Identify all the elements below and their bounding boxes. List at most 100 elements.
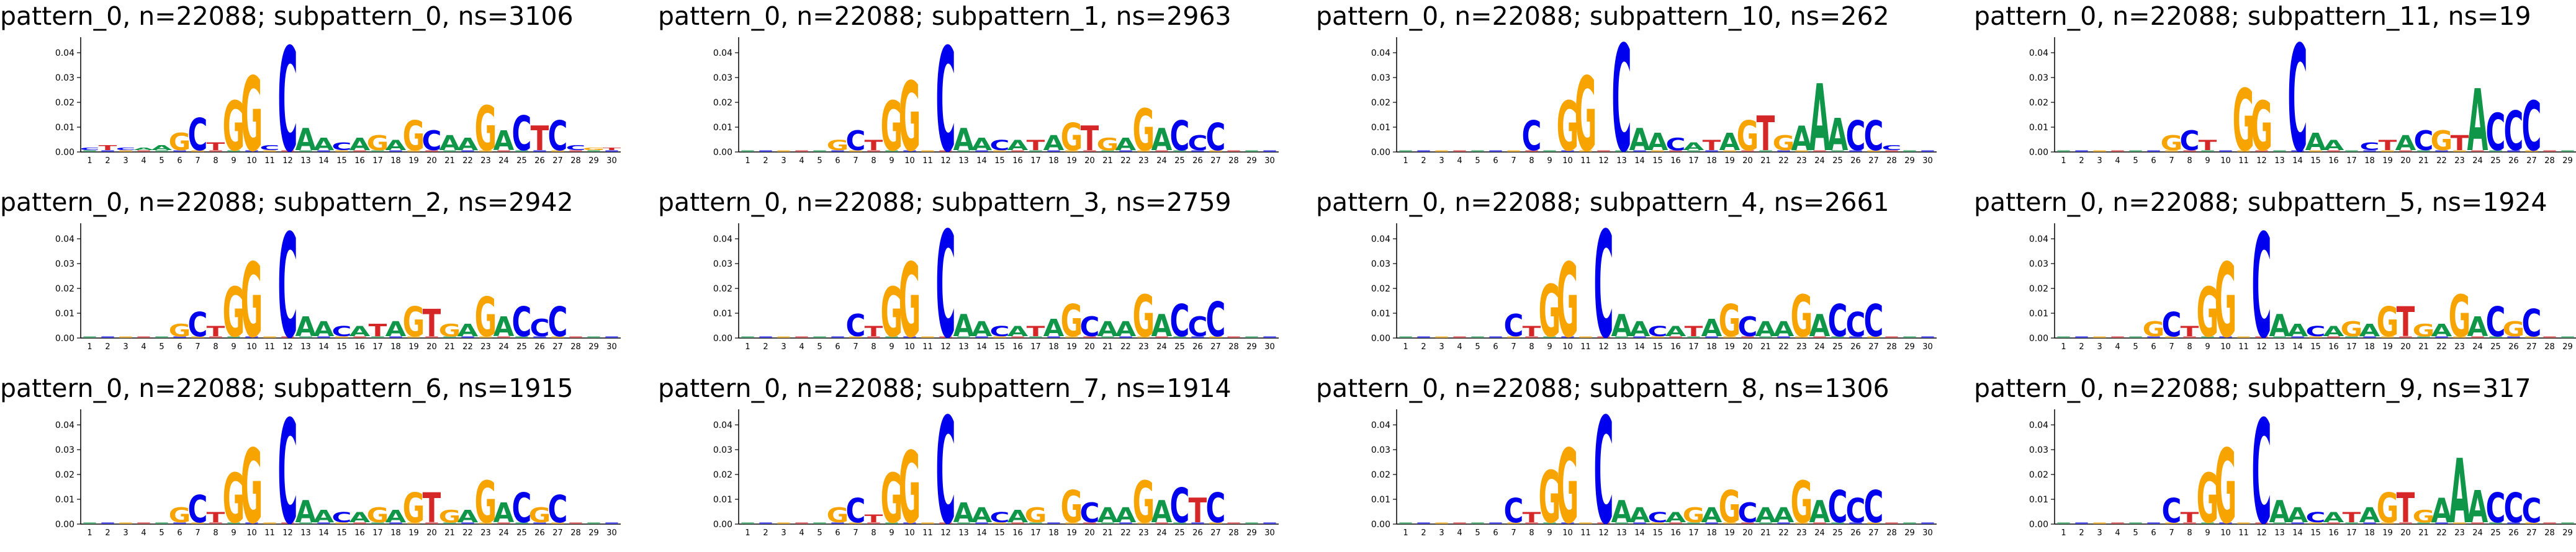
logo-baseline-mark (515, 336, 528, 338)
x-tick-label: 1 (2061, 156, 2066, 166)
logo-baseline-mark (2471, 522, 2484, 524)
x-tick-label: 25 (516, 342, 527, 352)
logo-baseline-mark (2489, 150, 2502, 152)
logo-letter-c: C (1188, 131, 1208, 155)
logo-letter-a: A (1007, 138, 1029, 153)
logo-letter-t: T (2451, 131, 2469, 155)
logo-letter-c: C (1648, 324, 1668, 339)
panel-title: pattern_0, n=22088; subpattern_11, ns=19 (1974, 1, 2531, 31)
logo-letter-g: G (583, 147, 605, 151)
logo-letter-c: C (512, 106, 532, 162)
logo-baseline-mark (353, 150, 366, 152)
x-tick-label: 18 (1048, 342, 1059, 352)
x-tick-label: 24 (1814, 156, 1825, 166)
logo-letter-g: G (1061, 116, 1083, 159)
logo-letter-c: C (2504, 100, 2524, 163)
logo-baseline-mark (2561, 522, 2574, 524)
logo-panel: pattern_0, n=22088; subpattern_7, ns=191… (658, 372, 1297, 552)
logo-letter-a: A (133, 147, 155, 151)
logo-baseline-mark (1615, 336, 1628, 338)
x-tick-label: 11 (264, 528, 275, 538)
logo-letter-a: A (1007, 506, 1029, 526)
sequence-logo-plot: 0.000.010.020.030.041 2 3 4 5 6 7 8 9 10 11 12 13 14 1… (55, 390, 621, 552)
x-tick-label: 29 (2562, 528, 2573, 538)
logo-letter-g: G (827, 138, 849, 153)
x-tick-label: 30 (1922, 156, 1933, 166)
logo-baseline-mark (317, 336, 330, 338)
x-tick-label: 21 (444, 342, 455, 352)
logo-baseline-mark (569, 336, 582, 338)
logo-letter-a: A (1115, 318, 1137, 341)
logo-baseline-mark (551, 336, 564, 338)
logo-baseline-mark (2435, 522, 2448, 524)
logo-baseline-mark (1155, 336, 1168, 338)
y-tick-label: 0.00 (55, 148, 74, 158)
logo-baseline-mark (335, 522, 348, 524)
logo-baseline-mark (227, 336, 240, 338)
y-tick-label: 0.00 (2029, 148, 2048, 158)
logo-letter-c: C (990, 510, 1010, 525)
logo-letter-c: C (1504, 308, 1524, 343)
logo-baseline-mark (993, 522, 1006, 524)
x-tick-label: 9 (889, 342, 894, 352)
logo-baseline-mark (1399, 150, 1412, 152)
x-tick-label: 27 (552, 156, 563, 166)
logo-letter-c: C (548, 488, 568, 532)
logo-letter-c: C (2360, 141, 2380, 153)
logo-letter-g: G (2197, 460, 2219, 539)
logo-baseline-mark (885, 522, 898, 524)
logo-letter-g: G (475, 93, 497, 164)
x-tick-label: 5 (2133, 528, 2138, 538)
logo-baseline-mark (1921, 336, 1934, 338)
logo-baseline-mark (533, 336, 546, 338)
logo-letter-g: G (439, 506, 461, 526)
logo-baseline-mark (741, 150, 754, 152)
x-tick-label: 17 (372, 156, 383, 166)
x-tick-label: 24 (2472, 156, 2483, 166)
y-tick-label: 0.03 (1371, 73, 1390, 83)
x-tick-label: 22 (1778, 342, 1789, 352)
x-tick-label: 8 (2187, 156, 2192, 166)
logo-letter-a: A (2431, 320, 2452, 340)
logo-letter-g: G (1773, 131, 1795, 155)
x-tick-label: 13 (2274, 528, 2285, 538)
x-tick-label: 26 (534, 528, 545, 538)
logo-baseline-mark (2453, 522, 2466, 524)
logo-letter-a: A (385, 506, 407, 526)
logo-letter-a: A (1043, 314, 1065, 342)
y-tick-label: 0.01 (713, 123, 732, 133)
x-tick-label: 8 (871, 528, 876, 538)
x-tick-label: 19 (2382, 528, 2393, 538)
x-tick-label: 15 (1652, 528, 1663, 538)
x-tick-label: 28 (570, 528, 581, 538)
logo-baseline-mark (2093, 336, 2106, 338)
x-tick-label: 15 (1652, 156, 1663, 166)
logo-baseline-mark (479, 150, 492, 152)
x-tick-label: 19 (1066, 156, 1077, 166)
logo-baseline-mark (1191, 336, 1204, 338)
logo-letter-g: G (1575, 56, 1597, 174)
x-tick-label: 18 (2364, 528, 2375, 538)
logo-baseline-mark (1777, 336, 1790, 338)
x-tick-label: 23 (1138, 528, 1149, 538)
x-tick-label: 22 (2436, 156, 2447, 166)
logo-baseline-mark (1831, 522, 1844, 524)
logo-baseline-mark (587, 150, 600, 152)
x-tick-label: 9 (231, 528, 236, 538)
logo-baseline-mark (1471, 150, 1484, 152)
logo-baseline-mark (1723, 336, 1736, 338)
logo-baseline-mark (1705, 150, 1718, 152)
x-tick-label: 14 (1634, 342, 1645, 352)
logo-baseline-mark (83, 150, 96, 152)
logo-baseline-mark (1209, 522, 1222, 524)
logo-baseline-mark (569, 522, 582, 524)
logo-baseline-mark (2183, 522, 2196, 524)
logo-letter-a: A (439, 131, 461, 155)
logo-letter-a: A (2323, 138, 2344, 153)
x-tick-label: 7 (195, 156, 200, 166)
logo-baseline-mark (1173, 336, 1186, 338)
logo-letter-g: G (223, 87, 245, 167)
y-tick-label: 0.02 (2029, 98, 2048, 108)
logo-baseline-mark (2327, 150, 2340, 152)
logo-baseline-mark (263, 150, 276, 152)
